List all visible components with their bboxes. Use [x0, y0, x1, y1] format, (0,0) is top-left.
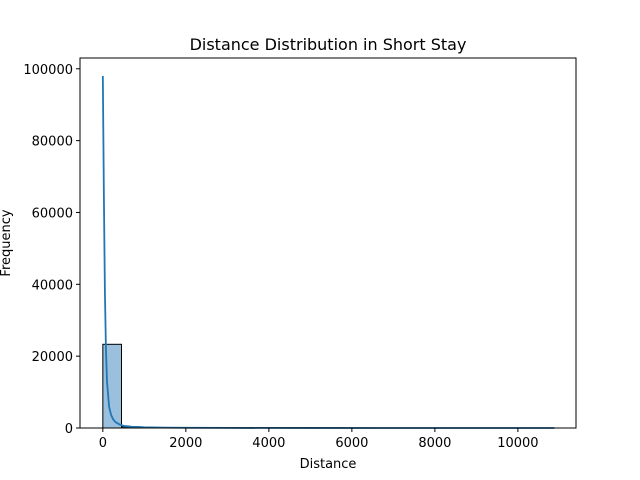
y-tick-label: 0 [65, 422, 73, 437]
x-tick-label: 4000 [252, 436, 285, 451]
x-tick-label: 2000 [169, 436, 202, 451]
kde-layer [101, 75, 555, 429]
y-tick-label: 20000 [32, 350, 73, 365]
x-axis-label: Distance [300, 457, 357, 472]
plot-frame [79, 57, 577, 429]
y-axis-label: Frequency [0, 209, 14, 276]
x-tick-label: 6000 [335, 436, 368, 451]
chart-title: Distance Distribution in Short Stay [190, 35, 467, 54]
y-tick-label: 80000 [32, 135, 73, 150]
y-tick-label: 100000 [23, 63, 73, 78]
bars-layer [102, 343, 235, 429]
y-tick-label: 60000 [32, 206, 73, 221]
kde-line [101, 75, 555, 429]
x-tick-label: 8000 [418, 436, 451, 451]
x-axis: 0 2000 4000 6000 8000 10000 [99, 428, 539, 451]
x-tick-label: 10000 [497, 436, 538, 451]
y-axis: 0 20000 40000 60000 80000 100000 [23, 63, 80, 437]
y-tick-label: 40000 [32, 278, 73, 293]
x-tick-label: 0 [99, 436, 107, 451]
